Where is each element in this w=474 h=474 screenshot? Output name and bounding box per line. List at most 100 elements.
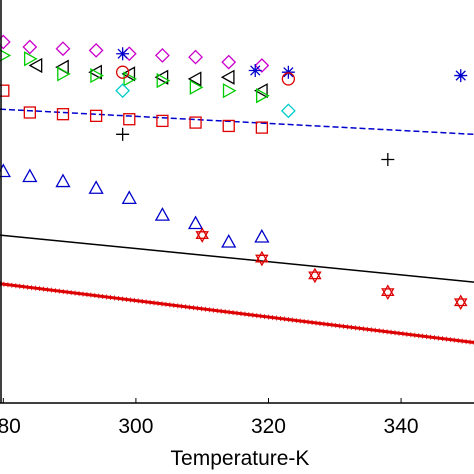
series-line-2-mark [88, 292, 94, 298]
series-line-2-mark [451, 337, 457, 343]
series-line-2-mark [40, 286, 46, 292]
series-line-2-mark [230, 310, 236, 316]
series-line-2-mark [447, 337, 453, 343]
point-triangle-left-4-7 [254, 83, 268, 99]
point-circle-9-0 [115, 65, 130, 79]
point-diamond-3-0 [0, 34, 11, 50]
point-triangle-right-5-1 [23, 51, 38, 67]
point-triangle-right-5-6 [189, 79, 204, 95]
point-triangle-up-7-8 [254, 228, 270, 243]
series-line-1 [0, 234, 474, 283]
series-line-2-mark [467, 339, 473, 345]
series-line-2-mark [309, 319, 315, 325]
series-line-2-mark [353, 325, 358, 331]
point-triangle-right-5-4 [123, 71, 138, 87]
series-line-2-mark [5, 282, 11, 288]
point-triangle-right-5-8 [256, 88, 270, 104]
x-tick-label-280: 280 [0, 415, 21, 438]
series-line-2-mark [388, 329, 394, 335]
series-line-2-mark [147, 299, 153, 305]
axes: 280 300 320 340 [0, 0, 474, 438]
point-triangle-left-4-2 [88, 64, 102, 80]
series-line-2-mark [238, 311, 244, 317]
series-line-2-mark [76, 291, 82, 297]
point-square-6-8 [255, 121, 269, 134]
x-tick-label-340: 340 [384, 415, 419, 438]
series-line-2-mark [226, 309, 232, 315]
point-plus-11-1 [381, 153, 395, 167]
point-square-6-4 [123, 113, 136, 126]
series-line-2-mark [104, 294, 110, 300]
point-diamond-10-1 [280, 103, 296, 119]
series-line-2-mark [171, 302, 177, 308]
series-line-2-mark [234, 310, 240, 316]
series-line-2-mark [439, 336, 445, 342]
series-line-2-mark [127, 297, 133, 303]
series-line-2-mark [84, 292, 90, 298]
series-line-2-mark [92, 293, 98, 299]
series-line-2-mark [301, 318, 307, 324]
series-line-2-mark [218, 308, 224, 314]
series-line-2-mark [60, 289, 66, 295]
series-line-2-mark [195, 305, 200, 311]
series-line-2-mark [135, 298, 141, 304]
point-diamond-3-1 [22, 39, 38, 55]
series-line-2-mark [356, 325, 362, 331]
point-triangle-up-7-7 [221, 233, 237, 248]
series-line-2-mark [266, 314, 272, 320]
point-diamond-3-5 [155, 47, 170, 63]
series-line-2-mark [305, 319, 311, 325]
point-triangle-right-5-0 [0, 49, 12, 62]
series-line-2-mark [242, 311, 248, 317]
point-hexagram-12-4 [453, 294, 468, 311]
series-line-2-mark [119, 296, 125, 302]
series-line-2-mark [37, 286, 42, 292]
series-line-2-mark [376, 328, 382, 334]
series-line-2-mark [297, 318, 303, 324]
series-line-2-mark [408, 332, 414, 338]
point-asterisk-8-2 [281, 65, 295, 79]
point-diamond-3-8 [254, 58, 270, 73]
series-line-2-mark [270, 315, 276, 321]
series-line-2-mark [404, 331, 410, 337]
series-line-2-mark [131, 297, 137, 303]
point-square-6-7 [222, 119, 235, 133]
x-tick-label-320: 320 [251, 415, 286, 438]
series-line-2-mark [400, 331, 406, 337]
point-triangle-left-4-6 [220, 69, 235, 85]
point-triangle-up-7-6 [187, 215, 204, 230]
series-line-2-mark [191, 305, 197, 311]
point-triangle-right-5-7 [222, 83, 237, 99]
series-line-2-mark [274, 315, 279, 321]
series-line-2-mark [25, 284, 31, 290]
series-line-2-mark [206, 307, 212, 313]
series-line-2-mark [341, 323, 347, 329]
series-line-2-mark [368, 327, 374, 333]
series-line-2-mark [1, 281, 7, 287]
series-line-2-mark [317, 320, 323, 326]
series-line-2-mark [420, 333, 426, 339]
series-line-2-mark [80, 291, 86, 297]
point-diamond-10-0 [115, 83, 131, 99]
point-square-6-6 [189, 116, 202, 129]
point-diamond-3-2 [55, 41, 71, 57]
series-line-2-mark [214, 308, 220, 314]
series-line-2-mark [64, 289, 70, 295]
series-line-2-mark [167, 302, 173, 308]
point-hexagram-12-0 [195, 227, 209, 243]
series-line-2-mark [68, 290, 74, 296]
series-line-2-mark [159, 301, 165, 307]
series-line-2-mark [459, 338, 465, 344]
series-line-2-mark [360, 326, 366, 332]
series-line-2-mark [187, 304, 193, 310]
series-line-2-mark [108, 294, 114, 300]
series-line-2-mark [202, 306, 208, 312]
series-line-2-mark [17, 283, 23, 289]
series-line-2-mark [246, 312, 252, 318]
point-square-6-5 [156, 114, 169, 128]
series-line-2-mark [163, 301, 169, 307]
series-line-2-mark [281, 316, 287, 322]
point-hexagram-12-2 [308, 267, 322, 284]
series-line-2-mark [372, 327, 378, 333]
series-line-2-mark [349, 324, 355, 330]
